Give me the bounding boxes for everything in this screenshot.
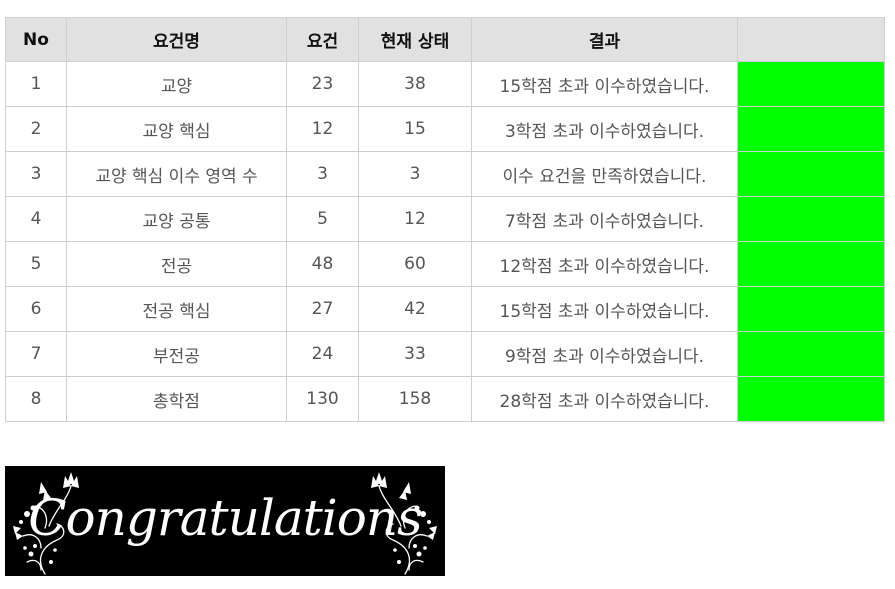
cell-result: 3학점 초과 이수하였습니다. — [471, 106, 738, 152]
cell-current: 12 — [358, 196, 472, 242]
column-header-status — [737, 17, 885, 62]
cell-name: 교양 핵심 이수 영역 수 — [66, 151, 287, 197]
status-indicator — [737, 241, 885, 287]
table-row: 1 교양 23 38 15학점 초과 이수하였습니다. — [5, 61, 885, 107]
cell-result: 12학점 초과 이수하였습니다. — [471, 241, 738, 287]
cell-requirement: 12 — [286, 106, 359, 152]
floral-flourish-icon — [13, 472, 437, 575]
status-indicator — [737, 196, 885, 242]
table-row: 8 총학점 130 158 28학점 초과 이수하였습니다. — [5, 376, 885, 422]
cell-name: 총학점 — [66, 376, 287, 422]
cell-name: 전공 — [66, 241, 287, 287]
cell-result: 28학점 초과 이수하였습니다. — [471, 376, 738, 422]
cell-no: 1 — [5, 61, 67, 107]
cell-current: 60 — [358, 241, 472, 287]
graduation-requirements-panel: No 요건명 요건 현재 상태 결과 1 교양 23 38 15학점 초과 이수… — [5, 17, 885, 422]
cell-requirement: 27 — [286, 286, 359, 332]
column-header-name: 요건명 — [66, 17, 287, 62]
column-header-current: 현재 상태 — [358, 17, 472, 62]
cell-current: 38 — [358, 61, 472, 107]
cell-name: 전공 핵심 — [66, 286, 287, 332]
status-indicator — [737, 376, 885, 422]
status-indicator — [737, 106, 885, 152]
cell-name: 교양 핵심 — [66, 106, 287, 152]
cell-current: 42 — [358, 286, 472, 332]
column-header-no: No — [5, 17, 67, 62]
status-indicator — [737, 286, 885, 332]
cell-requirement: 5 — [286, 196, 359, 242]
cell-no: 5 — [5, 241, 67, 287]
cell-result: 9학점 초과 이수하였습니다. — [471, 331, 738, 377]
table-header-row: No 요건명 요건 현재 상태 결과 — [5, 17, 885, 62]
cell-current: 15 — [358, 106, 472, 152]
cell-requirement: 23 — [286, 61, 359, 107]
cell-result: 7학점 초과 이수하였습니다. — [471, 196, 738, 242]
cell-no: 7 — [5, 331, 67, 377]
column-header-result: 결과 — [471, 17, 738, 62]
cell-requirement: 130 — [286, 376, 359, 422]
status-indicator — [737, 331, 885, 377]
cell-requirement: 24 — [286, 331, 359, 377]
cell-requirement: 48 — [286, 241, 359, 287]
cell-name: 교양 — [66, 61, 287, 107]
table-row: 5 전공 48 60 12학점 초과 이수하였습니다. — [5, 241, 885, 287]
banner-text: Congratulations — [28, 489, 422, 547]
cell-current: 33 — [358, 331, 472, 377]
cell-no: 6 — [5, 286, 67, 332]
status-indicator — [737, 151, 885, 197]
cell-name: 부전공 — [66, 331, 287, 377]
cell-result: 15학점 초과 이수하였습니다. — [471, 286, 738, 332]
cell-no: 2 — [5, 106, 67, 152]
cell-current: 3 — [358, 151, 472, 197]
cell-current: 158 — [358, 376, 472, 422]
congratulations-banner: Congratulations — [5, 466, 445, 576]
cell-result: 15학점 초과 이수하였습니다. — [471, 61, 738, 107]
cell-result: 이수 요건을 만족하였습니다. — [471, 151, 738, 197]
cell-name: 교양 공통 — [66, 196, 287, 242]
table-row: 3 교양 핵심 이수 영역 수 3 3 이수 요건을 만족하였습니다. — [5, 151, 885, 197]
cell-no: 3 — [5, 151, 67, 197]
column-header-requirement: 요건 — [286, 17, 359, 62]
table-row: 6 전공 핵심 27 42 15학점 초과 이수하였습니다. — [5, 286, 885, 332]
table-row: 7 부전공 24 33 9학점 초과 이수하였습니다. — [5, 331, 885, 377]
cell-no: 4 — [5, 196, 67, 242]
table-row: 4 교양 공통 5 12 7학점 초과 이수하였습니다. — [5, 196, 885, 242]
status-indicator — [737, 61, 885, 107]
cell-requirement: 3 — [286, 151, 359, 197]
requirements-table: No 요건명 요건 현재 상태 결과 1 교양 23 38 15학점 초과 이수… — [5, 17, 885, 422]
table-row: 2 교양 핵심 12 15 3학점 초과 이수하였습니다. — [5, 106, 885, 152]
cell-no: 8 — [5, 376, 67, 422]
